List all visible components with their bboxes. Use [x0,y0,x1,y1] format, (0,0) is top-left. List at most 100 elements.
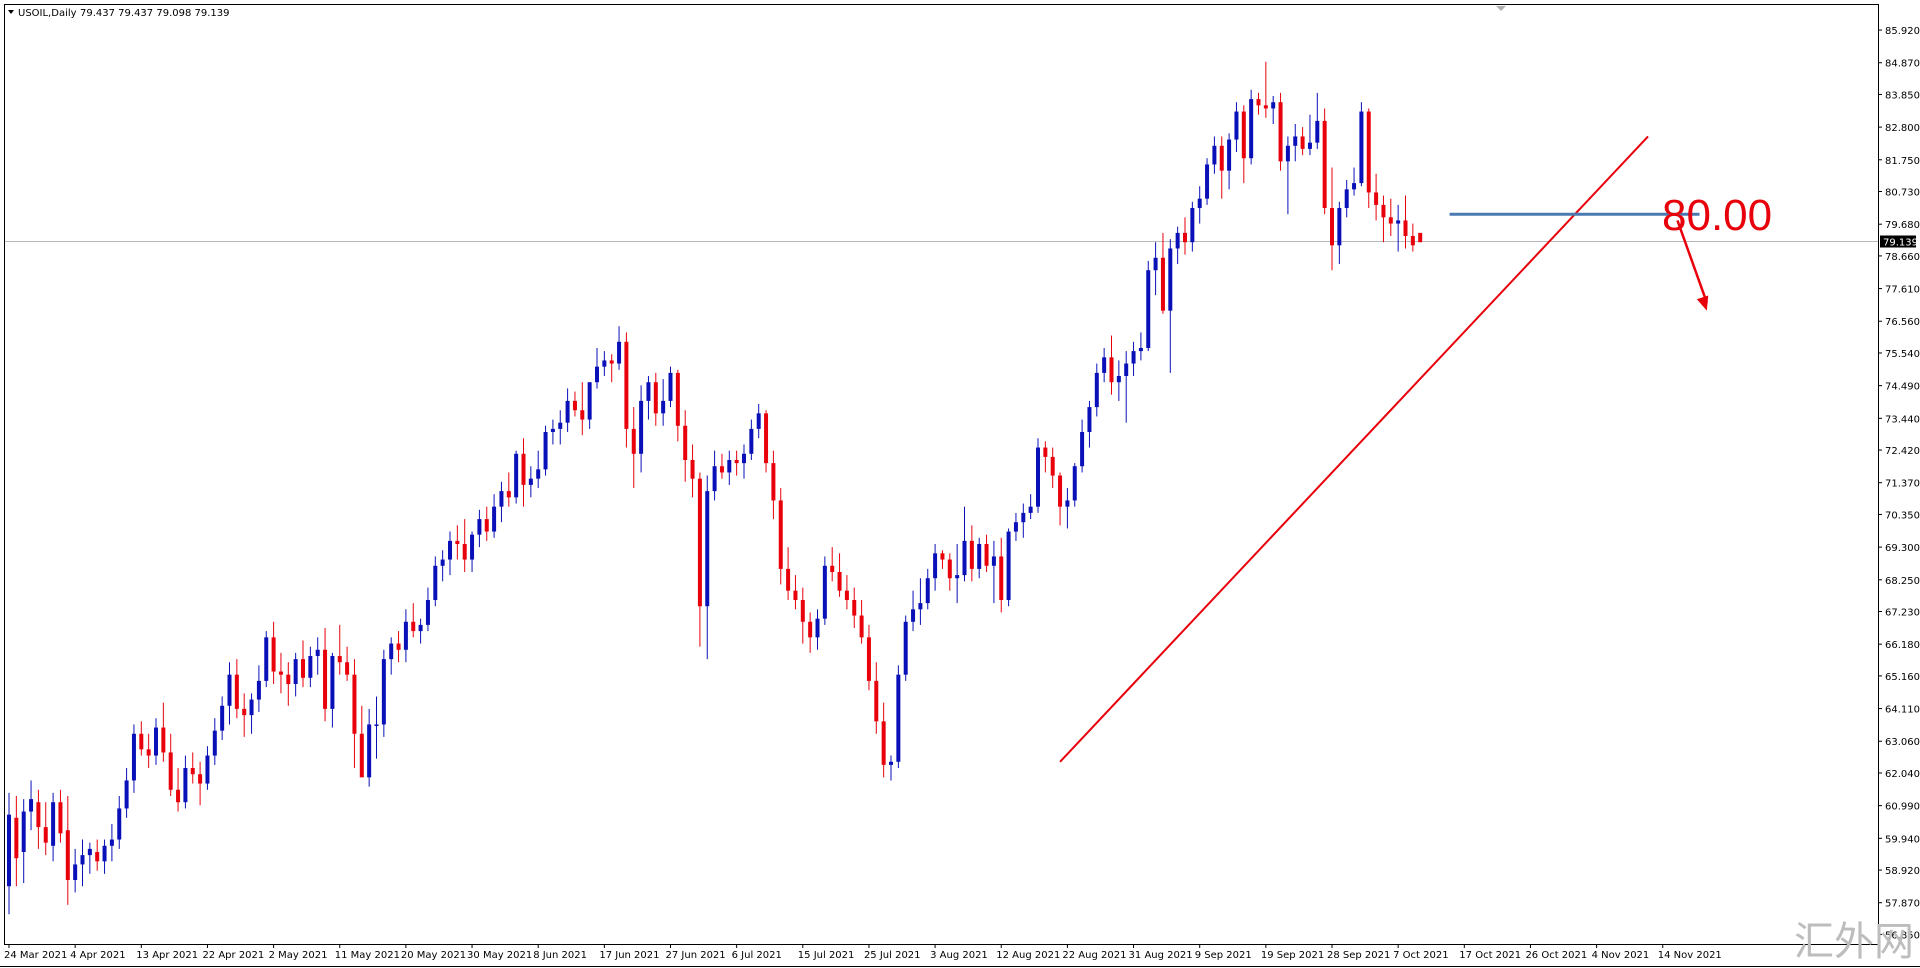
candle [117,796,122,849]
candle [955,544,960,604]
candle-body [514,453,519,498]
candle [536,450,541,488]
candle [661,379,666,426]
candle-body [1352,183,1357,190]
drawing-objects[interactable] [1059,135,1709,763]
candle [609,354,614,383]
x-tick-label: 22 Aug 2021 [1062,950,1126,961]
candle-body [565,400,570,423]
candle-body [940,553,945,560]
candle [87,842,92,874]
candle-body [389,643,394,660]
candle [697,472,702,647]
candle-body [154,727,158,756]
candle [712,450,717,501]
candle-body [455,540,460,544]
candle [477,509,482,548]
candle-body [367,724,372,778]
candle [896,665,901,768]
y-tick-label: 56.850 [1885,930,1920,941]
candle-body [859,615,864,638]
candle-body [1278,102,1283,162]
candle-body [315,649,320,656]
y-tick-label: 83.850 [1885,90,1920,101]
candle [646,376,651,420]
candle [742,444,746,479]
candle [911,590,916,632]
candle [1293,124,1298,162]
candle [1175,226,1180,264]
candle [1080,419,1085,473]
candle-body [1241,111,1246,159]
candle-body [477,519,482,535]
candle-body [697,478,702,607]
candle-body [1293,136,1298,146]
candle-body [1116,376,1121,383]
candle-body [359,733,364,778]
candle-body [1102,357,1107,373]
x-tick-label: 6 Jul 2021 [732,950,782,961]
candle-body [1344,189,1349,208]
candle [933,544,938,591]
candle [352,659,357,768]
candle-body [146,749,151,756]
candle [21,799,26,884]
candle [51,792,56,862]
down-arrow-head-icon[interactable] [1696,295,1709,311]
y-tick-label: 76.560 [1885,317,1920,328]
candle [293,652,298,697]
candle-body [1036,447,1040,507]
y-tick-label: 82.800 [1885,123,1920,134]
candle [1381,195,1386,243]
candle-body [1080,432,1085,467]
candle-body [95,852,100,862]
candle-body [712,466,717,492]
chart-shift-marker[interactable] [1496,6,1506,11]
y-tick-label: 59.940 [1885,834,1920,845]
trendline[interactable] [1059,135,1649,763]
candle [528,466,533,498]
candle-body [668,372,673,401]
candle-body [1234,111,1239,140]
symbol-dropdown-icon[interactable] [8,10,14,14]
candle [852,587,857,628]
candle [1366,108,1371,208]
candle [190,752,195,784]
y-tick-label: 74.490 [1885,382,1920,393]
candle [778,488,783,585]
candle-body [139,733,144,750]
candle [1021,503,1026,538]
candle-body [1006,531,1011,600]
candle-body [264,637,269,681]
candle [403,609,408,663]
candle-body [675,372,680,426]
candle-body [528,478,533,485]
candle [1359,102,1364,187]
candle-body [800,600,805,622]
candle [1102,348,1107,383]
candle [675,369,680,442]
candle [1352,167,1357,196]
candle-body [999,556,1004,600]
candle [1227,133,1232,190]
candle [330,652,335,728]
candle [95,839,100,871]
candle-body [43,827,48,843]
y-tick-label: 63.060 [1885,737,1920,748]
candle [1374,173,1379,221]
candle [727,450,732,485]
x-tick-label: 13 Apr 2021 [136,950,198,961]
candle-body [80,855,85,865]
down-arrow-shaft[interactable] [1676,220,1709,304]
candle-body [1403,220,1408,236]
candle-body [852,600,857,616]
x-tick-label: 19 Sep 2021 [1261,950,1324,961]
candle [271,621,276,684]
candle-body [1183,232,1187,243]
candle-body [1381,204,1386,218]
candle [844,575,849,610]
candle-body [117,808,122,840]
candle [1006,528,1011,607]
candle-body [756,413,761,429]
